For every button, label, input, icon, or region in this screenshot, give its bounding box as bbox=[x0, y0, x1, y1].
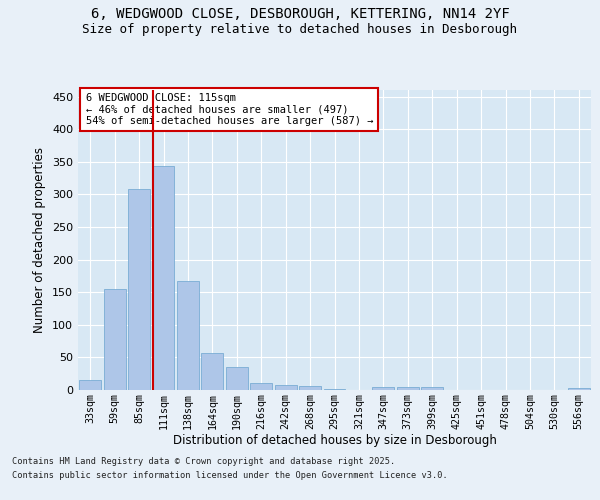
Bar bbox=[128, 189, 150, 390]
Text: Contains HM Land Registry data © Crown copyright and database right 2025.: Contains HM Land Registry data © Crown c… bbox=[12, 457, 395, 466]
Bar bbox=[397, 388, 419, 390]
X-axis label: Distribution of detached houses by size in Desborough: Distribution of detached houses by size … bbox=[173, 434, 496, 448]
Text: 6 WEDGWOOD CLOSE: 115sqm
← 46% of detached houses are smaller (497)
54% of semi-: 6 WEDGWOOD CLOSE: 115sqm ← 46% of detach… bbox=[86, 93, 373, 126]
Bar bbox=[373, 388, 394, 390]
Bar bbox=[421, 388, 443, 390]
Bar bbox=[152, 166, 175, 390]
Bar bbox=[250, 384, 272, 390]
Bar bbox=[568, 388, 590, 390]
Bar bbox=[202, 353, 223, 390]
Bar bbox=[79, 380, 101, 390]
Text: 6, WEDGWOOD CLOSE, DESBOROUGH, KETTERING, NN14 2YF: 6, WEDGWOOD CLOSE, DESBOROUGH, KETTERING… bbox=[91, 8, 509, 22]
Bar bbox=[177, 281, 199, 390]
Bar bbox=[299, 386, 321, 390]
Bar bbox=[323, 388, 346, 390]
Bar bbox=[104, 289, 125, 390]
Bar bbox=[275, 385, 296, 390]
Bar bbox=[226, 367, 248, 390]
Y-axis label: Number of detached properties: Number of detached properties bbox=[34, 147, 46, 333]
Text: Contains public sector information licensed under the Open Government Licence v3: Contains public sector information licen… bbox=[12, 471, 448, 480]
Text: Size of property relative to detached houses in Desborough: Size of property relative to detached ho… bbox=[83, 22, 517, 36]
